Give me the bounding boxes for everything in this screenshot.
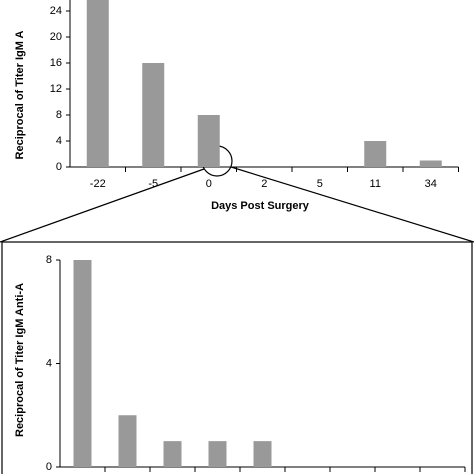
bar <box>208 441 227 467</box>
bar <box>142 63 165 167</box>
x-tick-label: 5 <box>317 178 323 190</box>
y-tick-label: 16 <box>50 57 62 69</box>
bottom-panel: 0 4 8 Reciprocal of Titer IgM Anti-A <box>14 254 466 473</box>
x-tick-label: -5 <box>148 178 158 190</box>
y-tick-label: 12 <box>50 83 62 95</box>
y-tick-label: 4 <box>56 135 62 147</box>
x-tick-label: 11 <box>370 178 381 190</box>
x-tick-label: -22 <box>90 178 106 190</box>
bar <box>118 415 137 467</box>
bar <box>419 160 442 167</box>
y-tick-label: 0 <box>46 461 52 473</box>
bar <box>86 0 109 168</box>
y-tick-label: 8 <box>56 109 62 121</box>
bar <box>364 141 387 167</box>
y-tick-label: 24 <box>50 5 62 17</box>
bar <box>163 441 182 467</box>
zoom-indicator <box>0 145 474 474</box>
y-tick-label: 8 <box>46 254 52 266</box>
x-tick-label: 2 <box>261 178 267 190</box>
x-axis-label: Days Post Surgery <box>211 200 310 212</box>
y-tick-label: 20 <box>50 31 62 43</box>
x-tick-label: 34 <box>425 178 437 190</box>
top-panel: 0 4 8 12 16 20 24 -22 -5 0 2 5 11 34 Reciprocal of Tit… <box>14 0 459 212</box>
y-tick-label: 4 <box>46 357 52 369</box>
y-tick-label: 0 <box>56 161 62 173</box>
y-axis-label: Reciprocal of Titer IgM A <box>14 30 26 159</box>
y-axis-label: Reciprocal of Titer IgM Anti-A <box>14 283 26 437</box>
bar <box>197 115 220 167</box>
x-tick-label: 0 <box>206 178 212 190</box>
bar <box>73 260 92 467</box>
bar <box>253 441 272 467</box>
